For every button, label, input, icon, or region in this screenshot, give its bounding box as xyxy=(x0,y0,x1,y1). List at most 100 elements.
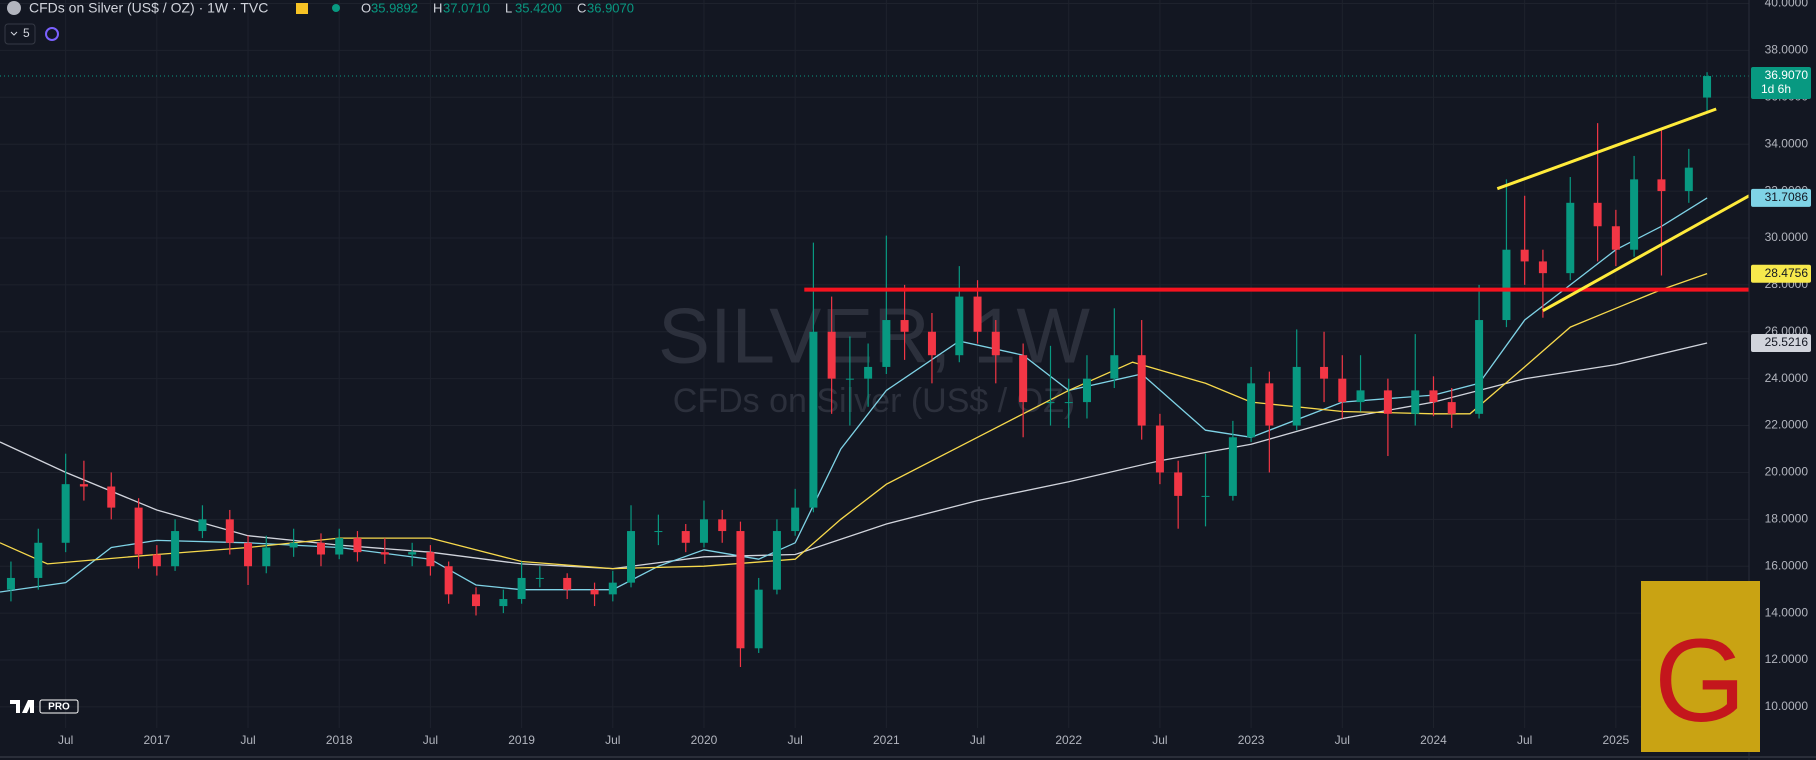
candle-body xyxy=(1520,249,1529,262)
x-tick-label: Jul xyxy=(970,733,985,747)
candle-body xyxy=(973,296,982,332)
price-label-box xyxy=(1751,264,1811,283)
candle-body xyxy=(864,366,873,379)
price-label-box xyxy=(1751,333,1811,352)
candle-body xyxy=(1228,437,1237,496)
x-tick-label: Jul xyxy=(1152,733,1167,747)
sync-icon[interactable] xyxy=(45,27,59,41)
candle-body xyxy=(809,331,818,508)
ohlc-key: C xyxy=(577,0,586,15)
candle-body xyxy=(654,531,663,533)
candle-body xyxy=(772,531,781,590)
candle-body xyxy=(1356,390,1365,403)
chart-title: CFDs on Silver (US$ / OZ) · 1W · TVC xyxy=(29,0,268,16)
price-label-box xyxy=(1751,67,1811,100)
y-tick-label: 12.0000 xyxy=(1765,652,1809,666)
indicator-count: 5 xyxy=(23,26,30,40)
candle-body xyxy=(1447,402,1456,414)
price-label-box xyxy=(1751,188,1811,207)
candle-body xyxy=(517,577,526,600)
candle-body xyxy=(1155,425,1164,473)
candle-body xyxy=(1265,383,1274,426)
flag-icon xyxy=(296,3,308,14)
price-label: 36.9070 xyxy=(1765,68,1809,82)
candle-body xyxy=(791,507,800,532)
candle-body xyxy=(1292,366,1301,426)
y-tick-label: 38.0000 xyxy=(1765,43,1809,57)
candle-body xyxy=(1657,179,1666,192)
candle-body xyxy=(316,542,325,555)
y-tick-label: 34.0000 xyxy=(1765,136,1809,150)
y-tick-label: 14.0000 xyxy=(1765,605,1809,619)
candle-body xyxy=(1383,390,1392,414)
symbol-icon xyxy=(7,1,21,15)
candle-body xyxy=(426,552,435,567)
candle-body xyxy=(1320,366,1329,379)
x-tick-label: 2025 xyxy=(1603,733,1630,747)
candle-body xyxy=(1611,226,1620,250)
brand-logo xyxy=(10,700,34,713)
ohlc-key: O xyxy=(361,0,371,15)
price-axis: 10.0000 12.0000 14.0000 16.0000 18.0000 20.00… xyxy=(58,0,1816,760)
x-tick-label: Jul xyxy=(1335,733,1350,747)
candle-body xyxy=(1137,355,1146,426)
candle-body xyxy=(827,331,836,379)
candle-body xyxy=(718,519,727,532)
candle-body xyxy=(1064,402,1073,404)
candle-body xyxy=(900,320,909,332)
candle-body xyxy=(472,594,481,607)
indicator-toggle[interactable] xyxy=(4,23,36,45)
x-tick-label: 2023 xyxy=(1238,733,1265,747)
logo-letter: G xyxy=(1654,615,1746,747)
candle-body xyxy=(152,554,161,567)
candle-body xyxy=(1110,355,1119,379)
candle-body xyxy=(380,552,389,555)
brand-badge xyxy=(39,699,79,714)
y-tick-label: 30.0000 xyxy=(1765,230,1809,244)
candle-body xyxy=(1566,202,1575,274)
candle-body xyxy=(1429,390,1438,403)
candle-body xyxy=(444,566,453,595)
candle-body xyxy=(955,296,964,356)
candle-body xyxy=(107,486,116,508)
candle-body xyxy=(1019,355,1028,403)
chevron-icon xyxy=(10,31,18,36)
x-tick-label: 2020 xyxy=(691,733,718,747)
candle-body xyxy=(353,538,362,553)
candle-body xyxy=(408,552,417,555)
axis-panel xyxy=(1749,0,1816,760)
y-tick-label: 16.0000 xyxy=(1765,558,1809,572)
candle-body xyxy=(79,484,88,487)
y-tick-label: 40.0000 xyxy=(1765,0,1809,10)
candle-body xyxy=(845,378,854,380)
y-tick-label: 24.0000 xyxy=(1765,371,1809,385)
candle-body xyxy=(1703,76,1712,98)
trend-line xyxy=(1542,194,1750,313)
candle-body xyxy=(499,599,508,607)
brand-text: PRO xyxy=(48,702,70,713)
ohlc-value: 36.9070 xyxy=(587,0,634,15)
logo-box xyxy=(1641,581,1760,752)
x-tick-label: 2022 xyxy=(1055,733,1082,747)
candle-body xyxy=(535,577,544,579)
x-tick-label: 2018 xyxy=(326,733,353,747)
candle-body xyxy=(1201,495,1210,497)
candle-body xyxy=(1475,320,1484,414)
candle-body xyxy=(1247,383,1256,438)
grid xyxy=(0,0,1749,728)
x-tick-label: Jul xyxy=(423,733,438,747)
candle-body xyxy=(335,538,344,555)
x-tick-label: 2021 xyxy=(873,733,900,747)
candle-body xyxy=(590,589,599,595)
candle-body xyxy=(1684,167,1693,192)
ohlc-value: 37.0710 xyxy=(443,0,490,15)
candle-body xyxy=(225,519,234,543)
candle-body xyxy=(927,331,936,356)
candle-body xyxy=(1046,402,1055,404)
watermark-subtitle: CFDs on Silver (US$ / OZ) xyxy=(673,382,1075,420)
x-tick-label: Jul xyxy=(787,733,802,747)
candle-body xyxy=(1174,472,1183,496)
candle-body xyxy=(34,542,43,578)
market-status xyxy=(332,4,340,12)
